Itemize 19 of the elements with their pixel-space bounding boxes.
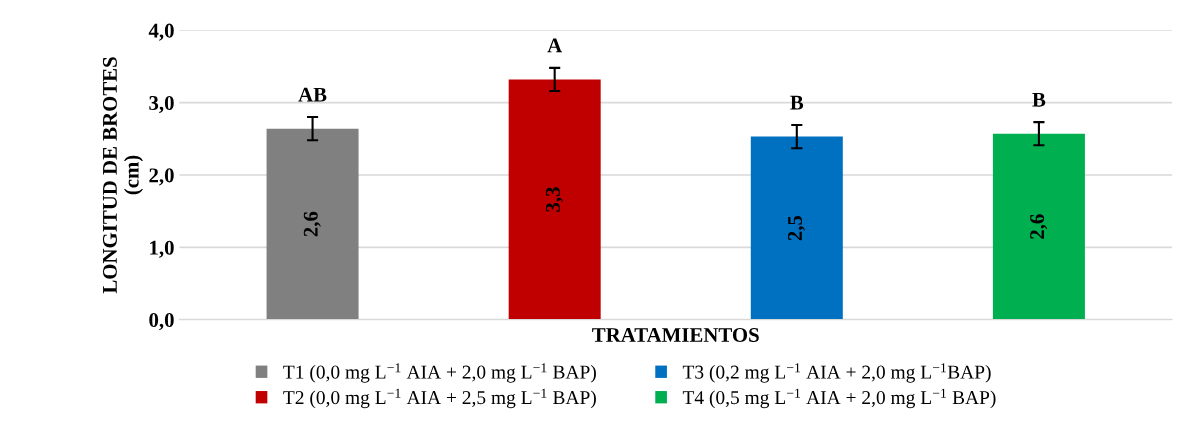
legend-label: T2 (0,0 mg L$^{−1}$ AIA + 2,5 mg L$^{−1}$ BAP) xyxy=(283,388,596,409)
data-label: 2,6 xyxy=(303,211,321,237)
x-axis-title: TRATAMIENTOS xyxy=(592,327,759,342)
y-tick-label: 1,0 xyxy=(150,240,174,258)
annotation: A xyxy=(547,38,563,53)
data-label: 2,6 xyxy=(1030,214,1048,239)
y-tick-label: 2,0 xyxy=(149,168,174,186)
annotation: AB xyxy=(298,87,327,102)
y-tick-label: 3,0 xyxy=(149,95,174,114)
legend-label: T1 (0,0 mg L$^{−1}$ AIA + 2,0 mg L$^{−1}$ BAP) xyxy=(283,363,596,383)
data-label: 2,5 xyxy=(788,215,806,241)
y-axis-title: LONGITUD DE BROTES (cm) xyxy=(102,57,143,294)
annotation: B xyxy=(1032,92,1046,107)
legend-label: T4 (0,5 mg L$^{−1}$ AIA + 2,0 mg L$^{−1}$ BAP) xyxy=(682,388,996,409)
legend-label: T3 (0,2 mg L$^{−1}$ AIA + 2,0 mg L$^{−1}$BAP) xyxy=(682,363,991,383)
annotation: B xyxy=(790,95,804,110)
y-tick-label: 4,0 xyxy=(148,23,174,41)
y-tick-label: 0,0 xyxy=(149,313,174,331)
data-label: 3,3 xyxy=(545,187,563,212)
